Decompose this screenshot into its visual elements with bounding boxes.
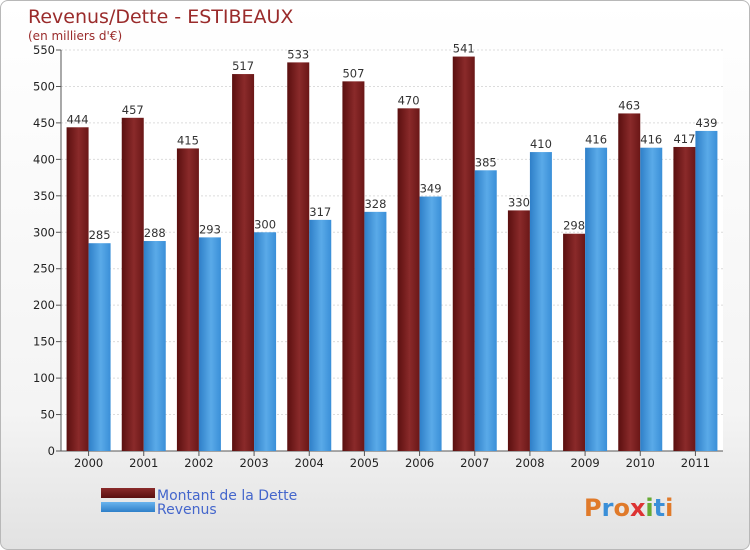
data-label: 385 — [475, 155, 497, 169]
bar-debt — [342, 81, 365, 452]
x-tick-label: 2007 — [460, 456, 489, 470]
x-tick-label: 2000 — [74, 456, 103, 470]
data-label: 541 — [453, 42, 475, 56]
x-tick-label: 2001 — [129, 456, 158, 470]
bar-revenus — [640, 147, 663, 451]
bar-debt — [232, 74, 255, 451]
data-label: 463 — [618, 98, 640, 112]
bar-debt — [563, 233, 586, 451]
x-tick-label: 2010 — [626, 456, 655, 470]
data-label: 328 — [364, 197, 386, 211]
chart-title: Revenus/Dette - ESTIBEAUX — [28, 6, 293, 28]
legend-label-debt: Montant de la Dette — [157, 488, 297, 504]
bar-debt — [673, 146, 696, 451]
data-label: 470 — [398, 93, 420, 107]
bar-revenus — [585, 147, 608, 451]
data-label: 298 — [563, 219, 585, 233]
x-tick-label: 2008 — [515, 456, 544, 470]
x-tick-labels: 2000 2001 2002 2003 2004 2005 2006 2007 2008 2009… — [74, 451, 710, 470]
data-label: 349 — [420, 182, 442, 196]
y-tick-label: 400 — [33, 152, 55, 166]
legend-swatch-revenus — [101, 502, 155, 512]
x-tick-label: 2004 — [295, 456, 324, 470]
y-tick-label: 500 — [33, 79, 55, 93]
proxiti-logo: Proxiti — [584, 494, 673, 522]
y-tick-label: 0 — [48, 444, 55, 458]
data-label: 507 — [342, 66, 364, 80]
grid-lines — [56, 49, 723, 452]
y-tick-label: 450 — [33, 116, 55, 130]
data-label: 300 — [254, 217, 276, 231]
bar-debt — [176, 148, 199, 451]
y-tick-label: 550 — [33, 43, 55, 57]
y-tick-labels: 0 50 100 150 200 250 300 350 400 450 500 550 — [33, 43, 55, 458]
x-tick-label: 2009 — [570, 456, 599, 470]
data-label: 293 — [199, 222, 221, 236]
legend: Montant de la Dette Revenus — [101, 488, 297, 518]
chart-subtitle: (en milliers d'€) — [28, 29, 122, 43]
bar-revenus — [695, 130, 718, 452]
y-tick-label: 50 — [40, 408, 55, 422]
data-label: 416 — [640, 133, 662, 147]
data-label: 517 — [232, 59, 254, 73]
y-tick-label: 200 — [33, 298, 55, 312]
bar-revenus — [143, 241, 166, 451]
data-label: 410 — [530, 137, 552, 151]
data-label: 444 — [67, 112, 89, 126]
bar-revenus — [419, 196, 442, 451]
bar-debt — [397, 108, 420, 451]
data-label: 533 — [287, 47, 309, 61]
bar-revenus — [474, 170, 497, 452]
x-tick-label: 2006 — [405, 456, 434, 470]
data-label: 285 — [89, 228, 111, 242]
x-tick-label: 2005 — [350, 456, 379, 470]
data-label: 288 — [144, 226, 166, 240]
x-tick-label: 2002 — [184, 456, 213, 470]
y-tick-label: 250 — [33, 262, 55, 276]
plot-area — [61, 50, 723, 451]
bar-revenus — [198, 237, 221, 451]
legend-label-revenus: Revenus — [157, 502, 217, 518]
bar-debt — [507, 210, 530, 451]
bar-revenus — [254, 232, 277, 451]
x-tick-label: 2011 — [681, 456, 710, 470]
bar-debt — [121, 117, 144, 452]
bar-debt — [66, 127, 89, 452]
y-tick-label: 350 — [33, 189, 55, 203]
data-label: 416 — [585, 133, 607, 147]
y-tick-label: 100 — [33, 371, 55, 385]
data-label: 417 — [673, 132, 695, 146]
data-label: 457 — [122, 103, 144, 117]
y-tick-label: 150 — [33, 335, 55, 349]
bar-revenus — [364, 211, 387, 451]
data-label: 330 — [508, 195, 530, 209]
bar-revenus — [88, 243, 111, 451]
bar-debt — [618, 113, 641, 451]
y-tick-label: 300 — [33, 225, 55, 239]
bar-revenus — [529, 152, 552, 451]
data-label: 439 — [695, 116, 717, 130]
legend-swatch-debt — [101, 488, 155, 498]
bars: 444 285 457 288 415 293 517 300 533 317 507 328 470 3… — [66, 42, 718, 452]
bar-revenus — [309, 219, 332, 451]
bar-debt — [452, 56, 475, 451]
x-tick-label: 2003 — [239, 456, 268, 470]
data-label: 317 — [309, 205, 331, 219]
data-label: 415 — [177, 133, 199, 147]
bar-debt — [287, 62, 310, 452]
